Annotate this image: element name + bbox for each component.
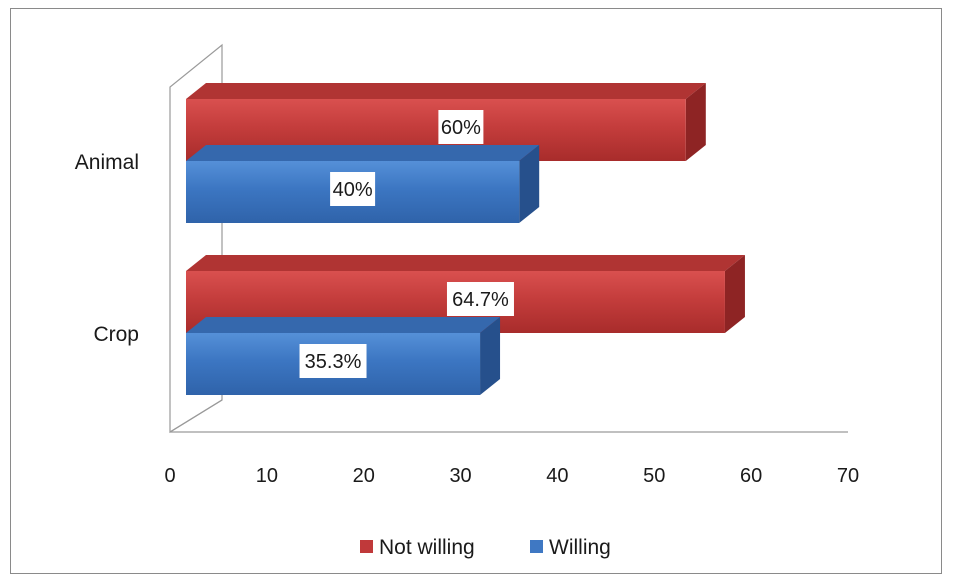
x-tick-0: 0 xyxy=(164,465,175,487)
legend-swatch-willing xyxy=(530,540,543,553)
bar-crop-willing-side xyxy=(480,317,501,395)
bar-animal-willing-label: 40% xyxy=(333,179,373,201)
x-tick-70: 70 xyxy=(837,465,859,487)
bar-crop-willing-label: 35.3% xyxy=(305,351,362,373)
bar-crop-willing-top xyxy=(186,317,501,333)
legend: Not willing Willing xyxy=(360,536,611,559)
x-tick-30: 30 xyxy=(449,465,471,487)
bar-animal-willing-top xyxy=(186,145,540,161)
category-label-animal: Animal xyxy=(75,151,139,174)
bar-animal-not-willing-side xyxy=(685,83,706,161)
bar-animal-not-willing-label: 60% xyxy=(441,117,481,139)
bar-animal-willing-side xyxy=(519,145,540,223)
floor-edge xyxy=(169,399,223,433)
bar-animal-willing-label-box xyxy=(330,172,376,206)
category-labels-group: Animal Crop xyxy=(75,151,139,346)
bar-crop-not-willing-top xyxy=(186,255,745,271)
x-tick-10: 10 xyxy=(256,465,278,487)
legend-label-willing: Willing xyxy=(549,536,611,559)
x-axis: 0 10 20 30 40 50 60 70 xyxy=(164,465,859,487)
bar-animal-not-willing-label-box xyxy=(438,110,484,144)
legend-swatch-not-willing xyxy=(360,540,373,553)
category-label-crop: Crop xyxy=(93,323,139,346)
legend-label-not-willing: Not willing xyxy=(379,536,475,559)
x-tick-60: 60 xyxy=(740,465,762,487)
x-tick-50: 50 xyxy=(643,465,665,487)
bar-crop-willing-label-box xyxy=(299,344,367,378)
x-tick-40: 40 xyxy=(546,465,568,487)
bars-group xyxy=(186,83,745,395)
bar-crop-not-willing-side xyxy=(724,255,745,333)
bar-crop-not-willing-label: 64.7% xyxy=(452,289,509,311)
data-labels-group: 60% 40% 64.7% 35.3% xyxy=(299,110,514,378)
bar-crop-not-willing-label-box xyxy=(446,282,514,316)
bar-animal-not-willing-top xyxy=(186,83,706,99)
x-tick-20: 20 xyxy=(353,465,375,487)
